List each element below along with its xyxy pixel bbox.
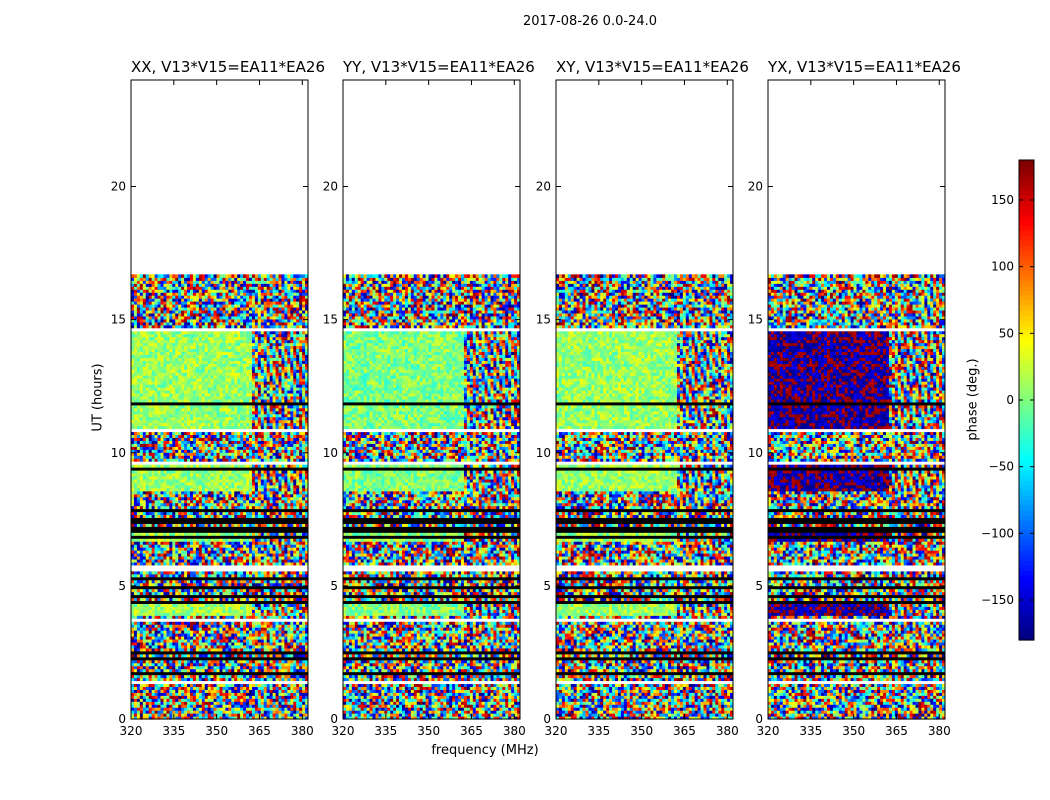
plot-canvas: 320 335 350 365 38005101520320 335 350 365 38005…	[0, 0, 1050, 800]
figure: 2017-08-26 0.0-24.0 XX, V13*V15=EA11*EA2…	[0, 0, 1050, 800]
